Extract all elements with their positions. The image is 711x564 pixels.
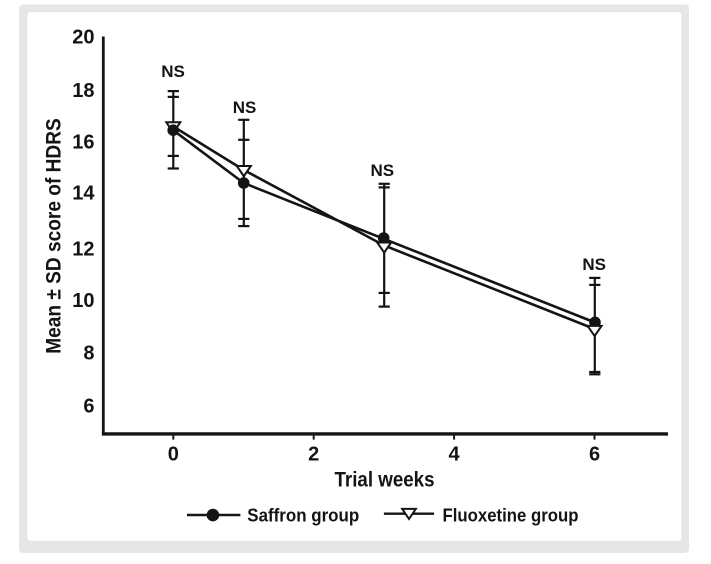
svg-text:2: 2: [308, 444, 319, 466]
svg-text:16: 16: [72, 132, 94, 154]
svg-text:8: 8: [83, 343, 94, 365]
svg-text:Fluoxetine group: Fluoxetine group: [443, 506, 579, 526]
svg-text:0: 0: [168, 444, 179, 466]
svg-text:14: 14: [72, 183, 95, 205]
svg-text:6: 6: [83, 396, 94, 418]
svg-text:10: 10: [72, 290, 94, 312]
svg-text:NS: NS: [370, 161, 394, 180]
svg-text:20: 20: [72, 26, 94, 48]
svg-text:NS: NS: [582, 255, 606, 274]
svg-text:18: 18: [72, 80, 94, 102]
svg-text:4: 4: [449, 444, 461, 466]
svg-text:6: 6: [589, 444, 600, 466]
svg-text:Saffron group: Saffron group: [247, 506, 359, 526]
svg-text:NS: NS: [233, 98, 257, 117]
svg-text:Trial weeks: Trial weeks: [335, 469, 435, 492]
svg-text:Mean ± SD score of HDRS: Mean ± SD score of HDRS: [42, 118, 66, 354]
svg-text:NS: NS: [161, 62, 185, 81]
svg-text:12: 12: [72, 238, 94, 260]
